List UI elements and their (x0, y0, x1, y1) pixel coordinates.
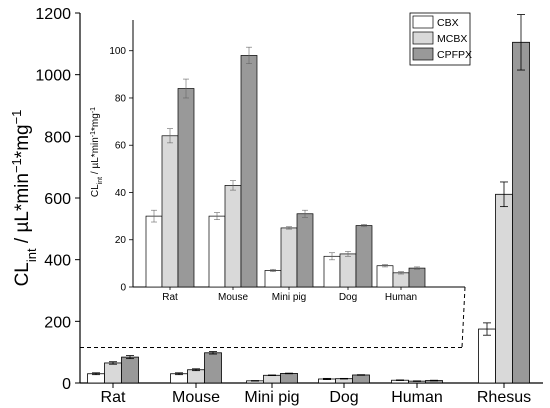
inset-bar-cpfpx (296, 213, 314, 288)
main-bar-mcbx (104, 362, 122, 384)
main-y-tick-label: 0 (62, 376, 71, 393)
inset-y-tick-label: 100 (109, 46, 126, 57)
main-y-tick-label: 1000 (35, 68, 71, 85)
main-x-tick-label: Mini pig (244, 389, 299, 406)
inset-bar-cbx (264, 270, 282, 288)
legend-swatch-cbx (412, 15, 434, 29)
main-bar-cpfpx (204, 352, 222, 384)
inset-bar-cpfpx (408, 267, 426, 288)
main-y-tick-label: 400 (44, 253, 71, 270)
main-y-tick-label: 800 (44, 129, 71, 146)
main-bar-cpfpx (512, 41, 530, 384)
inset-x-tick-label: Human (385, 292, 417, 303)
main-x-tick-label: Human (391, 389, 443, 406)
main-bar-cbx (87, 373, 105, 384)
inset-bar-mcbx (339, 253, 357, 288)
main-y-tick-label: 200 (44, 314, 71, 331)
inset-bar-cpfpx (177, 88, 195, 288)
legend-swatch-mcbx (412, 31, 434, 45)
inset-bar-mcbx (161, 135, 179, 288)
inset-bar-cbx (323, 255, 341, 288)
main-bar-mcbx (263, 374, 281, 384)
inset-y-tick-label: 40 (115, 188, 127, 199)
main-bar-cbx (478, 328, 496, 384)
inset-bar-cbx (208, 215, 226, 288)
inset-x-tick-label: Dog (339, 292, 357, 303)
main-bar-cpfpx (280, 373, 298, 384)
legend-label-cbx: CBX (437, 17, 459, 29)
main-y-axis-title: CLint / µL*min−1*mg−1 (9, 110, 39, 287)
main-x-tick-label: Rat (101, 389, 126, 406)
inset-bar-cpfpx (240, 55, 258, 288)
inset-bar-cpfpx (355, 225, 373, 288)
main-bar-mcbx (187, 369, 205, 384)
main-bar-cpfpx (352, 374, 370, 384)
inset-x-tick-label: Rat (162, 292, 178, 303)
inset-bar-cbx (145, 215, 163, 288)
inset-bar-mcbx (280, 227, 298, 288)
zoom-connector-line (461, 286, 466, 348)
inset-bar-mcbx (392, 272, 410, 288)
inset-y-tick-label: 80 (115, 93, 127, 104)
main-bar-cpfpx (121, 356, 139, 384)
inset-x-tick-label: Mouse (218, 292, 248, 303)
legend-swatch-cpfpx (412, 47, 434, 61)
main-x-tick-label: Mouse (172, 389, 220, 406)
main-bar-cbx (170, 373, 188, 384)
main-x-tick-label: Dog (329, 389, 358, 406)
inset-x-tick-label: Mini pig (272, 292, 306, 303)
legend-label-cpfpx: CPFPX (437, 49, 472, 61)
inset-y-tick-label: 60 (115, 141, 127, 152)
main-bar-mcbx (495, 193, 513, 384)
main-y-tick-label: 1200 (35, 6, 71, 23)
legend-label-mcbx: MCBX (437, 33, 467, 45)
main-x-tick-label: Rhesus (477, 389, 531, 406)
inset-y-tick-label: 20 (115, 235, 127, 246)
inset-bar-mcbx (224, 185, 242, 288)
inset-y-tick-label: 0 (120, 283, 126, 294)
inset-bar-cbx (376, 265, 394, 288)
main-y-tick-label: 600 (44, 191, 71, 208)
inset-y-axis-title: CLint / µL*min-1*mg-1 (90, 107, 104, 197)
